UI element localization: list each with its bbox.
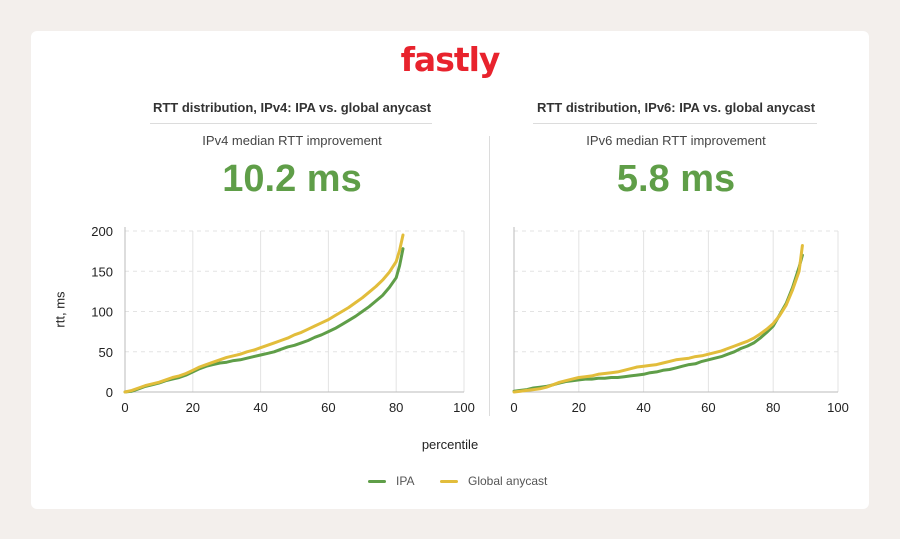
ipv4-y-tick-label: 50	[99, 345, 113, 360]
ipv4-x-tick-label: 40	[253, 400, 267, 415]
anycast-swatch	[440, 479, 458, 483]
ipv6-x-tick-label: 0	[510, 400, 517, 415]
ipv6-metric-value: 5.8 ms	[616, 158, 736, 200]
report-card	[31, 31, 869, 509]
ipv4-x-tick-label: 100	[453, 400, 475, 415]
panel-divider	[489, 136, 490, 416]
ipv4-x-tick-label: 60	[321, 400, 335, 415]
ipv4-y-tick-label: 200	[91, 224, 113, 239]
ipv6-series-anycast-line	[512, 244, 804, 394]
ipv4-title-rule	[150, 123, 432, 124]
ipv6-metric-label: IPv6 median RTT improvement	[586, 133, 766, 148]
ipv6-x-tick-label: 40	[636, 400, 650, 415]
ipv6-chart-title: RTT distribution, IPv6: IPA vs. global a…	[536, 100, 816, 115]
ipv4-x-tick-label: 0	[121, 400, 128, 415]
legend-item-ipa: IPA	[368, 474, 414, 488]
ipv4-series-anycast-line	[123, 233, 405, 394]
legend-label-ipa: IPA	[396, 474, 415, 488]
ipa-swatch	[368, 479, 386, 483]
x-axis-label: percentile	[421, 437, 479, 452]
ipv4-x-tick-label: 20	[186, 400, 200, 415]
ipv6-x-tick-label: 60	[701, 400, 715, 415]
ipv4-metric-label: IPv4 median RTT improvement	[202, 133, 382, 148]
ipv4-series-ipa-line	[123, 247, 405, 394]
ipv4-chart-title: RTT distribution, IPv4: IPA vs. global a…	[152, 100, 432, 115]
ipv4-metric-value: 10.2 ms	[222, 158, 362, 200]
legend-item-anycast: Global anycast	[440, 474, 547, 488]
ipv6-x-tick-label: 20	[572, 400, 586, 415]
ipv6-series-ipa-line	[512, 253, 804, 393]
ipv6-title-rule	[533, 123, 817, 124]
ipv4-y-tick-label: 150	[91, 264, 113, 279]
legend-label-anycast: Global anycast	[468, 474, 548, 488]
fastly-logo: fastly	[400, 40, 501, 79]
ipv6-x-tick-label: 80	[766, 400, 780, 415]
ipv4-y-tick-label: 100	[91, 305, 113, 320]
ipv6-x-tick-label: 100	[827, 400, 849, 415]
ipv4-y-tick-label: 0	[106, 385, 113, 400]
ipv4-x-tick-label: 80	[389, 400, 403, 415]
y-axis-label: rtt, ms	[52, 291, 68, 328]
